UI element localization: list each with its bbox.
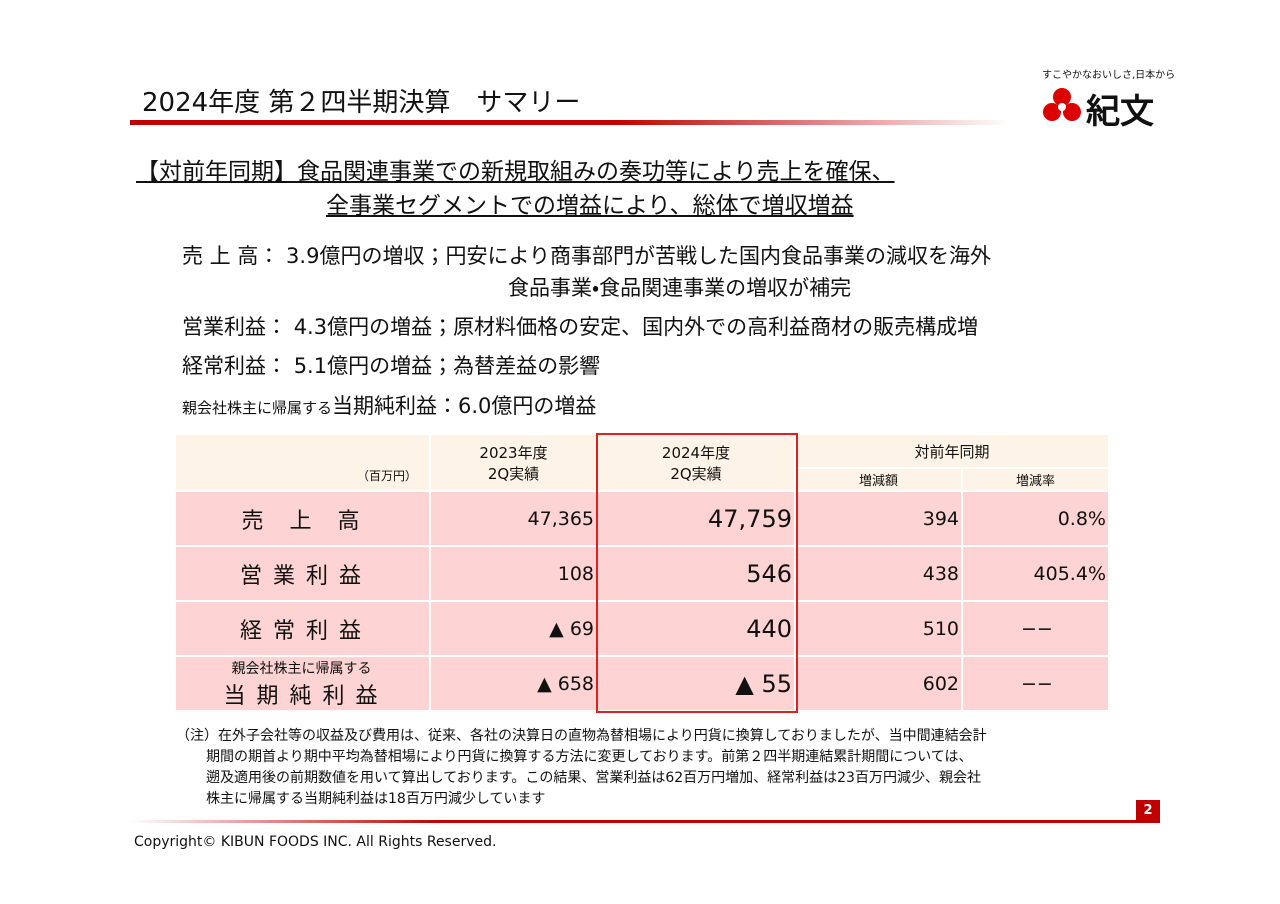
unit: （百万円）: [176, 435, 429, 490]
cell: 546: [598, 547, 794, 600]
note-line: 期間の期首より期中平均為替相場により円貨に換算する方法に変更しております。前第２…: [206, 749, 973, 765]
logo-text: 紀文: [1086, 92, 1154, 132]
row-label: 親会社株主に帰属する当 期 純 利 益: [176, 657, 429, 710]
cell: ▲ 55: [598, 657, 794, 710]
cell: 510: [796, 602, 961, 655]
logo-tagline: すこやかなおいしさ,日本から: [1042, 70, 1176, 81]
point: 売 上 高： 3.9億円の増収；円安により商事部門が苦戦した国内食品事業の減収を…: [182, 240, 991, 270]
cell: 405.4%: [963, 547, 1108, 600]
row-label: 営 業 利 益: [176, 547, 429, 600]
row-label-text: 営 業 利 益: [240, 563, 363, 589]
title: 2024年度 第２四半期決算 サマリー: [142, 88, 581, 118]
subcol-header: 増減率: [963, 469, 1108, 490]
logo-mark: [1043, 88, 1081, 121]
point: 経常利益： 5.1億円の増益；為替差益の影響: [182, 350, 600, 380]
cell: 47,365: [431, 492, 596, 545]
row-label: 売 上 高: [176, 492, 429, 545]
cell: 0.8%: [963, 492, 1108, 545]
footer-rule: [130, 820, 1160, 823]
headline: 【対前年同期】食品関連事業での新規取組みの奏功等により売上を確保、: [136, 159, 895, 185]
cell: ▲ 69: [431, 602, 596, 655]
group-header: 対前年同期: [796, 435, 1108, 467]
col-header-line: 2Q実績: [670, 464, 722, 483]
cell: 47,759: [598, 492, 794, 545]
row-sublabel: 親会社株主に帰属する: [231, 660, 372, 677]
point-label: 売 上 高：: [182, 244, 280, 268]
note-line: 株主に帰属する当期純利益は18百万円減少しています: [206, 791, 546, 807]
title-rule: [130, 120, 1010, 125]
cell: 438: [796, 547, 961, 600]
cell: ▲ 658: [431, 657, 596, 710]
point-label: 営業利益：: [182, 315, 287, 339]
point: 営業利益： 4.3億円の増益；原材料価格の安定、国内外での高利益商材の販売構成増: [182, 311, 978, 341]
col-header-line: 2023年度: [479, 443, 548, 462]
note: （注）在外子会社等の収益及び費用は、従来、各社の決算日の直物為替相場により円貨に…: [176, 726, 987, 810]
cell: −−: [963, 602, 1108, 655]
note-line: 遡及適用後の前期数値を用いて算出しております。この結果、営業利益は62百万円増加…: [206, 770, 981, 786]
point: 親会社株主に帰属する当期純利益：6.0億円の増益: [182, 390, 596, 420]
cell: 602: [796, 657, 961, 710]
col-header-line: 2024年度: [661, 443, 731, 462]
point-prefix: 親会社株主に帰属する: [182, 399, 333, 417]
point-text: 3.9億円の増収；円安により商事部門が苦戦した国内食品事業の減収を海外: [286, 244, 992, 268]
page-number: 2: [1136, 800, 1160, 822]
col-header: 2024年度 2Q実績: [598, 435, 794, 490]
point-text: 4.3億円の増益；原材料価格の安定、国内外での高利益商材の販売構成増: [293, 315, 979, 339]
subcol-header: 増減額: [796, 469, 961, 490]
point-text: 5.1億円の増益；為替差益の影響: [293, 354, 601, 378]
point-text: 6.0億円の増益: [458, 394, 597, 418]
headline: 全事業セグメントでの増益により、総体で増収増益: [326, 193, 854, 219]
row-label-text: 経 常 利 益: [240, 618, 363, 644]
cell: −−: [963, 657, 1108, 710]
note-line: （注）在外子会社等の収益及び費用は、従来、各社の決算日の直物為替相場により円貨に…: [176, 728, 987, 744]
point-label: 当期純利益：: [332, 394, 459, 418]
point-label: 経常利益：: [182, 354, 287, 378]
cell: 440: [598, 602, 794, 655]
row-label-text: 売 上 高: [241, 508, 362, 534]
cell: 108: [431, 547, 596, 600]
unit-text: （百万円）: [356, 469, 417, 483]
row-label: 経 常 利 益: [176, 602, 429, 655]
copyright: Copyright© KIBUN FOODS INC. All Rights R…: [134, 834, 497, 850]
cell: 394: [796, 492, 961, 545]
col-header-line: 2Q実績: [487, 464, 540, 483]
col-header: 2023年度 2Q実績: [431, 435, 596, 490]
point-text: 食品事業・食品関連事業の増収が補完: [508, 276, 852, 300]
highlight-box: [596, 433, 798, 713]
row-label-text: 当 期 純 利 益: [223, 683, 380, 709]
